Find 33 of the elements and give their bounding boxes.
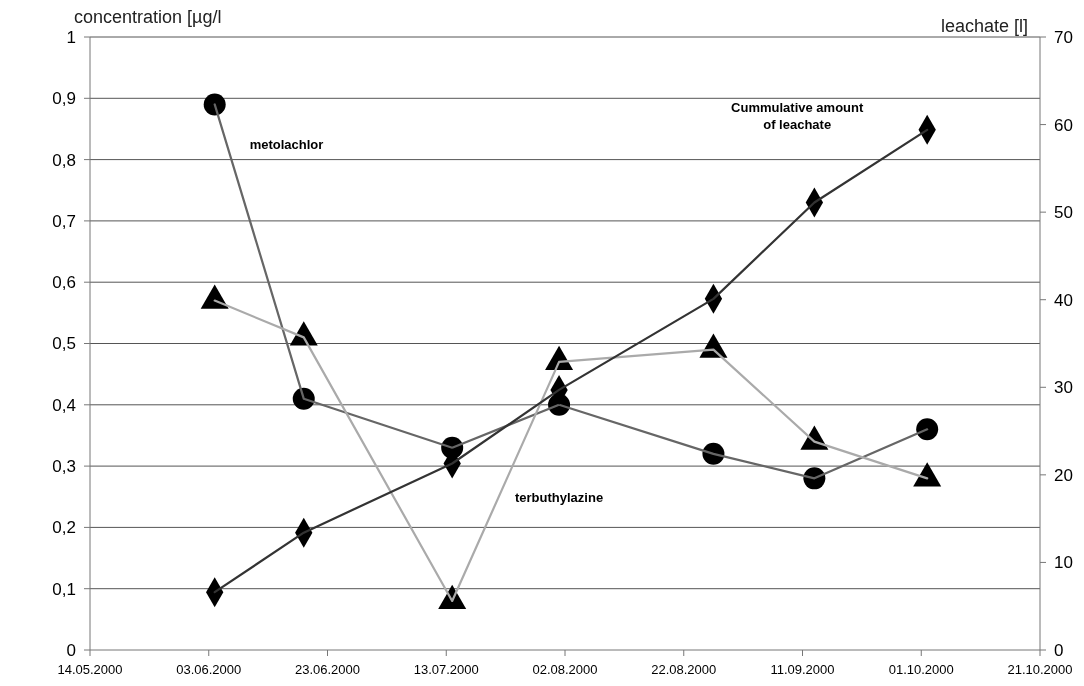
y2-tick-label: 10 [1054,553,1073,573]
y-tick-label: 1 [66,27,76,47]
series-label: metolachlor [249,137,324,153]
x-tick-label: 21.10.2000 [1007,662,1073,677]
x-tick-label: 11.09.2000 [770,662,835,677]
y-tick-label: 0,8 [52,150,76,170]
y-tick-label: 0,3 [52,457,76,477]
y2-tick-label: 60 [1054,115,1073,135]
y2-tick-label: 70 [1054,27,1073,47]
y2-tick-label: 0 [1054,640,1064,660]
x-tick-label: 01.10.2000 [888,662,954,677]
x-tick-label: 13.07.2000 [413,662,479,677]
y-tick-label: 0,5 [52,334,76,354]
x-tick-label: 14.05.2000 [57,662,123,677]
text: Cummulative amount of leachate [731,99,864,132]
y-axis-title: concentration [µg/l [74,7,222,27]
y-tick-label: 0,9 [52,89,76,109]
y-tick-label: 0,7 [52,211,76,231]
y2-tick-label: 40 [1054,290,1073,310]
y-tick-label: 0,2 [52,518,76,538]
y2-tick-label: 50 [1054,203,1073,223]
y-tick-label: 0,6 [52,273,76,293]
x-tick-label: 02.08.2000 [532,662,598,677]
y2-tick-label: 20 [1054,465,1073,485]
x-tick-label: 03.06.2000 [176,662,242,677]
y-tick-label: 0 [66,640,76,660]
y-tick-label: 0,4 [52,395,76,415]
x-tick-label: 22.08.2000 [651,662,717,677]
x-tick-label: 23.06.2000 [294,662,361,677]
series-label: terbuthylazine [515,489,604,505]
y-tick-label: 0,1 [52,579,76,599]
y2-axis-title: leachate [l] [940,16,1028,36]
y2-tick-label: 30 [1054,378,1073,398]
